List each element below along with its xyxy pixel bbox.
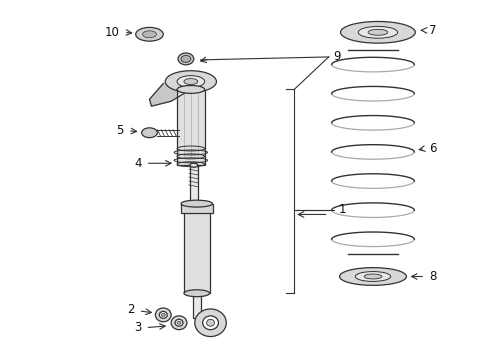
Text: 8: 8 bbox=[429, 270, 437, 283]
Text: 2: 2 bbox=[127, 303, 135, 316]
Ellipse shape bbox=[181, 200, 213, 207]
Bar bbox=[193, 293, 201, 318]
Bar bbox=[177, 89, 205, 165]
Ellipse shape bbox=[340, 267, 407, 285]
Ellipse shape bbox=[143, 31, 156, 38]
Bar bbox=[184, 210, 210, 293]
Text: 1: 1 bbox=[339, 203, 346, 216]
Text: 10: 10 bbox=[105, 26, 120, 39]
Text: 7: 7 bbox=[429, 24, 437, 37]
Ellipse shape bbox=[207, 319, 215, 326]
Ellipse shape bbox=[177, 76, 205, 87]
Ellipse shape bbox=[159, 311, 167, 318]
Ellipse shape bbox=[165, 71, 217, 93]
Ellipse shape bbox=[177, 321, 181, 324]
Ellipse shape bbox=[181, 55, 191, 62]
Ellipse shape bbox=[175, 319, 183, 326]
Ellipse shape bbox=[355, 271, 391, 282]
Ellipse shape bbox=[184, 290, 210, 297]
Text: 5: 5 bbox=[117, 124, 124, 137]
Text: 6: 6 bbox=[429, 142, 437, 155]
Bar bbox=[190, 165, 198, 215]
Text: 4: 4 bbox=[134, 157, 142, 170]
Ellipse shape bbox=[203, 316, 219, 330]
Ellipse shape bbox=[142, 128, 157, 138]
Bar bbox=[181, 204, 213, 213]
Ellipse shape bbox=[341, 22, 416, 43]
Polygon shape bbox=[149, 82, 191, 106]
Ellipse shape bbox=[184, 78, 198, 85]
Ellipse shape bbox=[171, 316, 187, 330]
Ellipse shape bbox=[177, 85, 205, 93]
Text: 9: 9 bbox=[334, 50, 341, 63]
Ellipse shape bbox=[195, 309, 226, 337]
Ellipse shape bbox=[155, 308, 171, 322]
Ellipse shape bbox=[368, 30, 388, 35]
Ellipse shape bbox=[178, 53, 194, 65]
Ellipse shape bbox=[136, 27, 163, 41]
Ellipse shape bbox=[161, 314, 165, 316]
Ellipse shape bbox=[358, 26, 397, 38]
Ellipse shape bbox=[190, 163, 198, 167]
Text: 3: 3 bbox=[134, 321, 142, 334]
Ellipse shape bbox=[364, 274, 382, 279]
